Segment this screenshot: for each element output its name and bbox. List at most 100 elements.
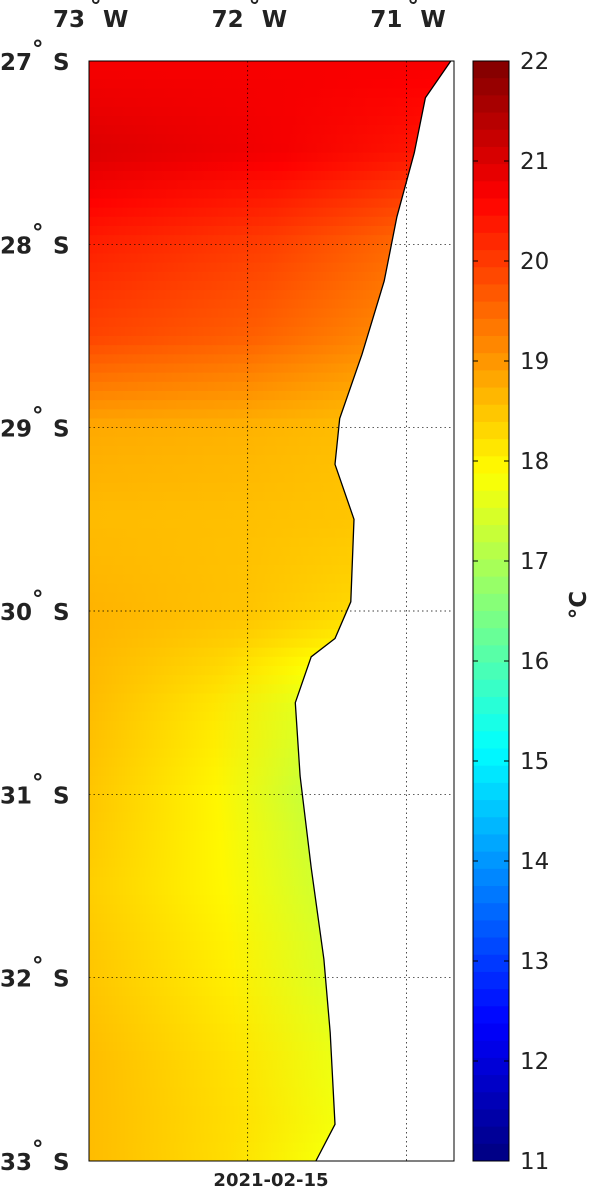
sst-band [89, 977, 451, 988]
sst-band [89, 446, 451, 456]
colorbar-tick-label: 19 [520, 349, 549, 375]
map-frame [88, 60, 455, 1162]
sst-band [89, 1142, 451, 1153]
sst-band [89, 592, 451, 603]
sst-band [89, 904, 451, 915]
colorbar-step [473, 989, 509, 1007]
sst-band [89, 519, 451, 530]
sst-band [89, 1005, 451, 1015]
sst-band [89, 391, 451, 401]
coastline [294, 60, 452, 1162]
sst-band [89, 931, 451, 942]
sst-band [89, 216, 451, 227]
sst-band [89, 70, 451, 80]
sst-band [89, 97, 451, 108]
sst-band [89, 345, 451, 355]
sst-band [89, 895, 451, 905]
degree-symbol: ° [32, 954, 44, 980]
colorbar-step [473, 370, 509, 389]
colorbar-step [473, 250, 509, 268]
sst-band [89, 556, 451, 566]
sst-band [89, 629, 451, 640]
sst-band [89, 849, 451, 860]
colorbar-step [473, 645, 509, 664]
colorbar-tick-label: 18 [520, 449, 549, 475]
longitude-label-value: 73 [53, 7, 85, 33]
colorbar-tick-label: 16 [520, 649, 549, 675]
sst-band [89, 794, 451, 805]
sst-band [89, 1032, 451, 1043]
sst-band [89, 363, 451, 374]
sst-band [89, 61, 451, 71]
sst-band [89, 226, 451, 236]
longitude-label-hemisphere: W [420, 7, 445, 33]
sst-band [89, 537, 451, 548]
longitude-label-value: 72 [212, 7, 244, 33]
colorbar-step [473, 215, 509, 234]
colorbar-step [473, 731, 509, 749]
sst-band [89, 711, 451, 722]
sst-band [89, 1087, 451, 1098]
latitude-label-hemisphere: S [53, 967, 70, 993]
sst-band [89, 922, 451, 933]
longitude-labels: 73 ° W 72 ° W 71 ° W [53, 0, 446, 33]
sst-band [89, 491, 451, 502]
sst-band [89, 702, 451, 713]
colorbar-step [473, 404, 509, 423]
sst-band [89, 831, 451, 841]
sst-band [89, 180, 451, 190]
degree-symbol: ° [90, 0, 102, 20]
colorbar-tick-label: 20 [520, 249, 549, 275]
colorbar-step [473, 920, 509, 939]
colorbar-step [473, 1126, 509, 1145]
sst-band [89, 427, 451, 438]
sst-band [89, 748, 451, 759]
degree-symbol: ° [249, 0, 261, 20]
latitude-label-value: 29 [0, 417, 32, 443]
date-label: 2021-02-15 [213, 1170, 328, 1188]
degree-symbol: ° [32, 770, 44, 796]
colorbar-step [473, 576, 509, 595]
sst-band [89, 1069, 451, 1080]
sst-band [89, 1051, 451, 1061]
colorbar-step [473, 1092, 509, 1110]
sst-band [89, 656, 451, 667]
latitude-label-value: 28 [0, 233, 32, 259]
colorbar-step [473, 559, 509, 578]
longitude-label-hemisphere: W [262, 7, 287, 33]
sst-band [89, 473, 451, 484]
map-panel [88, 60, 455, 1162]
colorbar-step [473, 748, 509, 767]
degree-symbol: ° [32, 37, 44, 63]
sst-field [89, 61, 451, 1161]
colorbar-step [473, 507, 509, 526]
colorbar-step [473, 851, 509, 870]
colorbar-step [473, 542, 509, 560]
colorbar-step [473, 971, 509, 990]
sst-band [89, 601, 451, 612]
colorbar-step [473, 284, 509, 303]
sst-band [89, 464, 451, 475]
sst-band [89, 116, 451, 126]
sst-band [89, 721, 451, 731]
sst-band [89, 244, 451, 255]
colorbar-step [473, 439, 509, 457]
sst-band [89, 88, 451, 99]
colorbar-step [473, 95, 509, 114]
colorbar-step [473, 868, 509, 887]
latitude-labels: 27 ° S28 ° S29 ° S30 ° S31 ° S32 ° S33 ° S [0, 37, 70, 1176]
colorbar-step [473, 1075, 509, 1093]
degree-symbol: ° [32, 220, 44, 246]
colorbar-tick-label: 12 [520, 1049, 549, 1075]
colorbar-step [473, 714, 509, 732]
colorbar-tick-label: 17 [520, 549, 549, 575]
latitude-label-value: 31 [0, 783, 32, 809]
colorbar: 11 12 13 14 15 16 17 18 19 20 21 22 °C [472, 49, 592, 1175]
colorbar-frame [472, 60, 510, 1162]
colorbar-tick-label: 11 [520, 1149, 549, 1175]
latitude-label-value: 30 [0, 600, 32, 626]
sst-band [89, 510, 451, 520]
colorbar-step [473, 954, 509, 973]
sst-band [89, 271, 451, 282]
